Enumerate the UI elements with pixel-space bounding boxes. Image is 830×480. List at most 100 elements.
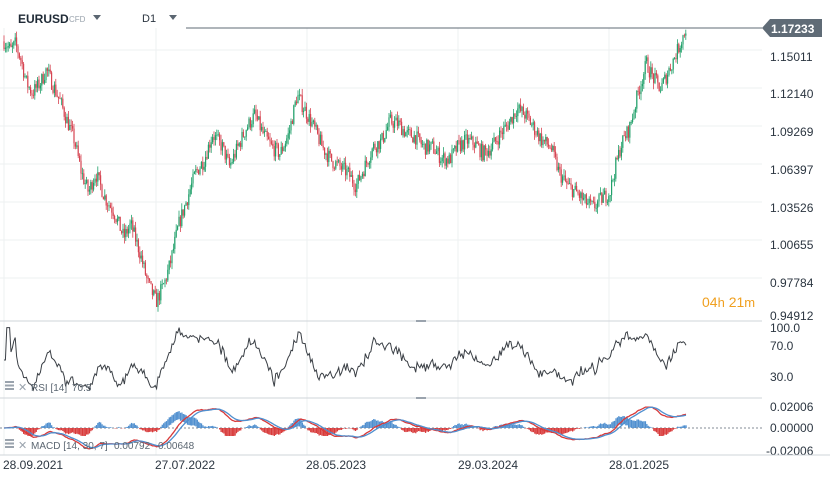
macd-histogram-bar [227,428,229,436]
pane-resize-handle[interactable] [416,397,426,399]
candle-body [366,160,368,164]
timeframe-dropdown-icon[interactable] [169,15,177,20]
macd-histogram-bar [44,425,46,428]
candle-body [416,131,418,145]
candle-body [671,69,673,71]
candle-body [86,180,88,184]
macd-histogram-bar [336,428,338,432]
macd-histogram-bar [392,424,395,428]
candle-body [256,115,258,120]
macd-histogram-bar [301,422,303,428]
macd-histogram [4,411,687,436]
macd-histogram-bar [192,417,194,426]
indicator-menu-icon[interactable] [5,442,14,445]
symbol-label[interactable]: EURUSD [18,12,69,26]
date-tick-label: 28.09.2021 [3,458,63,472]
macd-histogram-bar [608,424,610,428]
candle-body [10,43,12,48]
macd-histogram-bar [444,428,446,431]
macd-histogram-bar [272,428,274,436]
candle-body [69,124,71,131]
candle-body [626,126,628,139]
macd-histogram-bar [630,419,633,428]
candle-body [262,126,264,134]
macd-histogram-bar [87,428,89,435]
candle-body [632,118,634,122]
candle-body [546,137,548,145]
candle-body [401,121,403,136]
candle-body [552,145,554,151]
candle-body [198,169,200,175]
pane-resize-handle[interactable] [416,320,426,322]
macd-histogram-bar [74,428,77,435]
macd-histogram-bar [359,427,361,428]
candle-body [658,82,660,92]
candle-body [429,144,431,152]
symbol-dropdown-icon[interactable] [93,15,101,20]
rsi-legend: ✕ RSI [14] 70.5 [5,381,92,394]
candle-body [576,185,578,192]
macd-histogram-bar [275,428,277,435]
indicator-menu-icon[interactable] [5,384,14,387]
indicator-menu-icon[interactable] [5,388,14,390]
date-tick-label: 28.05.2023 [306,458,366,472]
macd-histogram-bar [209,426,211,428]
indicator-menu-icon[interactable] [5,446,14,448]
macd-tick-label: 0.02006 [770,400,814,414]
candle-body [420,140,422,145]
candle-body [662,78,664,83]
macd-histogram-bar [100,422,102,428]
macd-histogram-bar [364,422,367,428]
candle-body [42,74,44,84]
candle-body [11,45,13,48]
close-indicator-icon[interactable]: ✕ [18,440,27,452]
indicator-menu-icon[interactable] [5,381,14,383]
macd-histogram-bar [198,421,200,428]
candle-body [396,117,398,126]
macd-histogram-bar [326,428,329,436]
macd-histogram-bar [542,428,544,435]
candle-body [480,143,482,158]
candle-body [209,144,211,148]
candle-body [564,175,566,181]
candle-body [609,195,611,197]
candle-body [249,118,251,128]
candle-body [403,129,405,137]
macd-histogram-bar [223,428,225,434]
macd-histogram-bar [48,422,50,428]
candle-body [679,48,681,53]
macd-histogram-bar [167,419,169,428]
timeframe-label[interactable]: D1 [142,13,157,25]
last-price-value: 1.17233 [771,22,815,36]
macd-histogram-bar [623,416,626,425]
macd-histogram-bar [188,417,190,426]
macd-histogram-bar [296,418,298,427]
candle-body [97,172,99,182]
macd-histogram-bar [254,424,256,428]
indicator-menu-icon[interactable] [5,439,14,441]
macd-histogram-bar [179,412,182,421]
macd-histogram-bar [247,426,249,428]
candle-body [431,141,433,143]
macd-histogram-bar [97,422,99,428]
close-indicator-icon[interactable]: ✕ [18,382,27,394]
candle-body [364,160,366,177]
macd-histogram-bar [667,428,669,434]
macd-histogram-bar [191,417,193,426]
macd-histogram-bar [62,428,64,432]
candle-body [182,209,184,216]
macd-histogram-bar [49,422,51,428]
candle-body [307,118,309,122]
macd-histogram-bar [35,428,37,432]
macd-histogram-bar [373,419,375,428]
candle-body [597,201,599,208]
candle-body [300,94,302,96]
candle-body [46,68,48,71]
candle-body [65,116,67,124]
macd-histogram-bar [212,425,214,428]
candle-body [384,138,386,142]
macd-histogram-bar [144,428,147,432]
candle-body [62,98,64,108]
candle-body [608,196,610,202]
